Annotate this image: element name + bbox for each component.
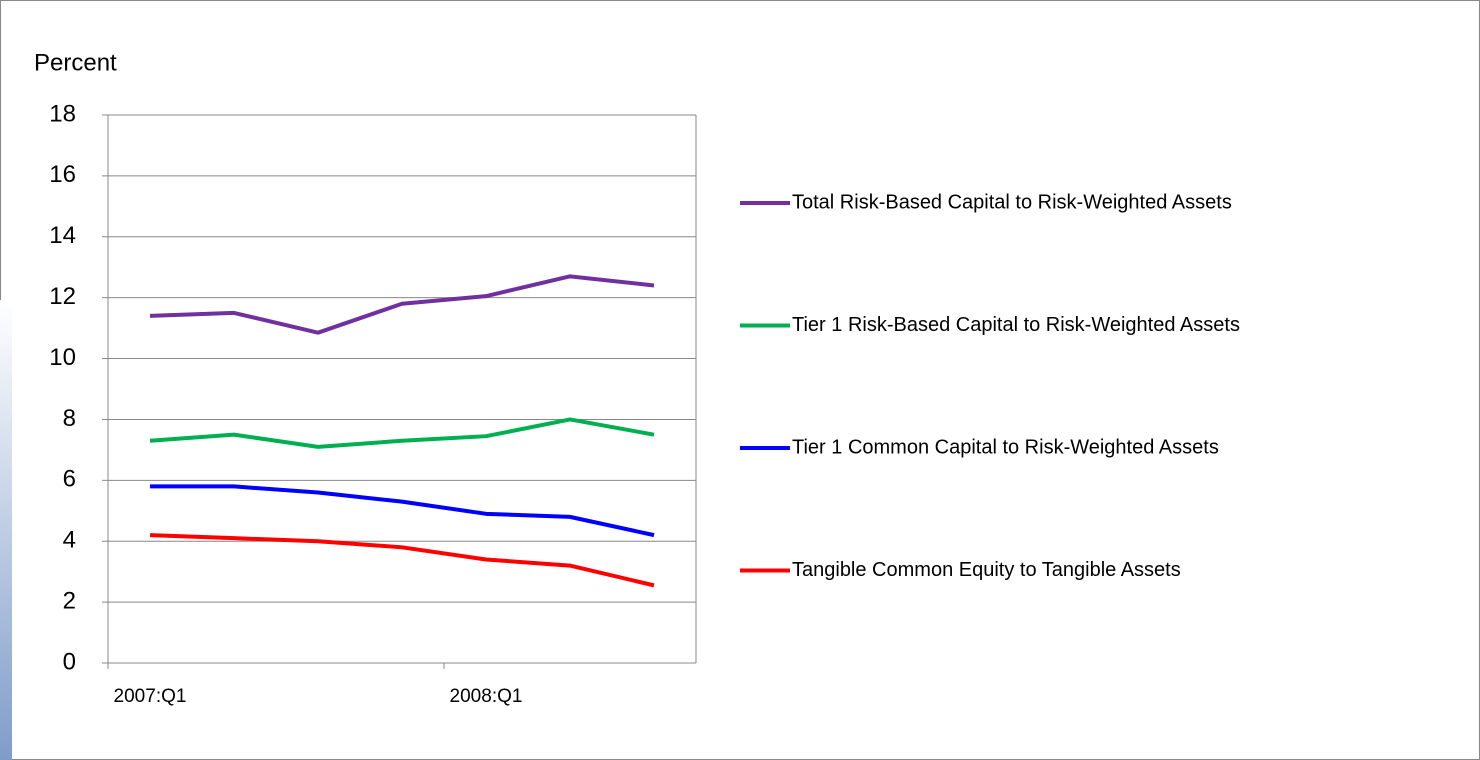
series-line xyxy=(149,417,655,449)
y-tick-label: 14 xyxy=(49,222,76,249)
legend-label: Tier 1 Risk-Based Capital to Risk-Weight… xyxy=(792,314,1240,336)
y-tick-label: 10 xyxy=(49,344,76,371)
series-line xyxy=(149,274,655,335)
y-tick-label: 2 xyxy=(63,587,76,614)
y-tick-label: 0 xyxy=(63,648,76,675)
y-tick-label: 12 xyxy=(49,283,76,310)
legend-label: Total Risk-Based Capital to Risk-Weighte… xyxy=(792,191,1232,213)
y-tick-label: 16 xyxy=(49,161,76,188)
x-tick-label: 2008:Q1 xyxy=(450,686,523,707)
series-line xyxy=(149,533,655,588)
y-tick-label: 18 xyxy=(49,100,76,127)
y-tick-label: 8 xyxy=(63,405,76,432)
y-tick-label: 6 xyxy=(63,466,76,493)
x-tick-label: 2007:Q1 xyxy=(114,686,187,707)
decor-strip xyxy=(0,300,12,760)
legend-label: Tangible Common Equity to Tangible Asset… xyxy=(792,559,1181,581)
y-axis-label: Percent xyxy=(34,49,117,76)
y-tick-label: 4 xyxy=(63,527,76,554)
legend-label: Tier 1 Common Capital to Risk-Weighted A… xyxy=(792,436,1219,458)
series-line xyxy=(150,484,655,538)
